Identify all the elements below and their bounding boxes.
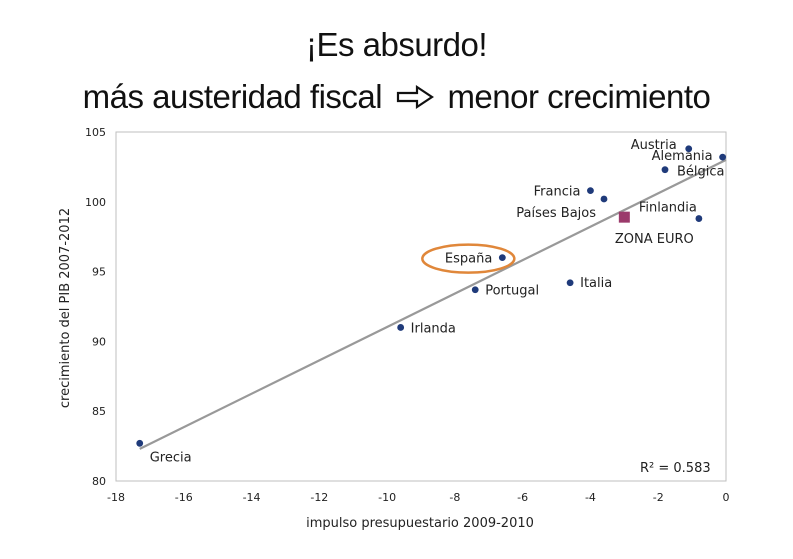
x-tick-label: -4: [585, 491, 596, 504]
y-tick-label: 85: [92, 405, 106, 418]
trendline-group: [139, 158, 727, 450]
point-label: Finlandia: [639, 201, 697, 216]
data-point: [685, 145, 693, 153]
point-label: España: [445, 252, 492, 267]
data-point: [136, 439, 144, 447]
aggregate-marker: [618, 211, 630, 223]
trendline: [139, 158, 727, 450]
title-text-1: ¡Es absurdo!: [305, 26, 488, 63]
y-tick-label: 105: [85, 126, 106, 139]
points-group: [136, 145, 727, 447]
point-label: Alemania: [652, 149, 713, 164]
x-tick-label: -14: [243, 491, 261, 504]
y-tick-label: 95: [92, 266, 106, 279]
r-squared-annotation: R² = 0.583: [640, 461, 711, 476]
y-axis-label: crecimiento del PIB 2007-2012: [58, 208, 73, 408]
y-tick-label: 80: [92, 475, 106, 488]
data-point: [566, 279, 574, 287]
x-tick-label: -8: [449, 491, 460, 504]
point-label: Austria: [631, 138, 677, 153]
outline-right-arrow-icon: [396, 84, 434, 110]
plot-frame: [115, 131, 727, 482]
data-point: [719, 153, 727, 161]
x-tick-label: -16: [175, 491, 193, 504]
highlight-ring: [421, 243, 516, 274]
point-label: Países Bajos: [516, 206, 596, 221]
x-tick-label: -18: [107, 491, 125, 504]
aggregate-label: ZONA EURO: [615, 232, 694, 247]
data-point: [587, 187, 594, 195]
title-line-1: ¡Es absurdo!: [0, 26, 793, 64]
point-label: Irlanda: [411, 321, 456, 336]
x-tick-label: -12: [310, 491, 328, 504]
data-point: [661, 166, 669, 174]
point-label: Grecia: [150, 450, 192, 465]
point-label: Portugal: [485, 284, 539, 299]
point-label: Bélgica: [677, 165, 725, 180]
data-point: [397, 324, 405, 331]
data-point: [695, 215, 703, 222]
data-point: [600, 195, 608, 203]
plot-border: [115, 131, 727, 482]
y-tick-label: 100: [85, 196, 106, 209]
axis-ticks: -18 -16 -14 -12 -10 -8 -6 -4 -2 0 80 85 90 95 100 105: [85, 126, 730, 504]
x-axis-label: impulso presupuestario 2009-2010: [306, 516, 534, 531]
x-tick-label: 0: [723, 491, 730, 504]
point-label: Italia: [580, 276, 612, 291]
x-tick-label: -6: [517, 491, 528, 504]
x-tick-label: -10: [378, 491, 396, 504]
labels-group: Grecia Irlanda Portugal España Italia Francia…: [150, 138, 725, 466]
title-line-2: más austeridad fiscal menor crecimiento: [0, 78, 793, 116]
y-tick-label: 90: [92, 335, 106, 348]
data-point: [498, 254, 506, 262]
title-text-right: menor crecimiento: [447, 78, 711, 115]
title-text-left: más austeridad fiscal: [82, 78, 383, 115]
data-point: [471, 286, 479, 294]
x-tick-label: -2: [653, 491, 664, 504]
point-label: Francia: [534, 185, 581, 200]
